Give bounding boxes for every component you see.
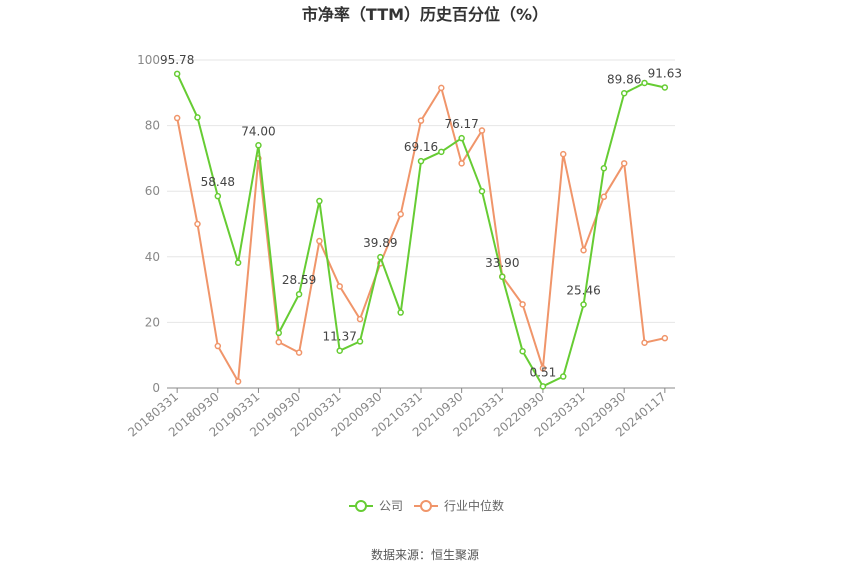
data-label: 25.46 <box>566 283 600 297</box>
y-tick-label: 80 <box>145 119 160 133</box>
legend[interactable]: 公司 行业中位数 <box>349 498 504 513</box>
series-point-0 <box>417 157 425 165</box>
data-label: 0.51 <box>530 365 557 379</box>
series-point-1 <box>214 342 222 350</box>
series-point-0 <box>397 309 404 316</box>
legend-marker <box>355 500 367 512</box>
series-point-0 <box>600 164 608 172</box>
data-label: 33.90 <box>485 256 519 270</box>
series-point-0 <box>275 329 283 337</box>
series-point-1 <box>620 160 628 167</box>
data-label: 76.17 <box>444 117 478 131</box>
y-tick-label: 0 <box>152 381 160 395</box>
source-note: 数据来源：恒生聚源 <box>371 547 479 562</box>
series-point-1 <box>194 220 201 228</box>
series-point-0 <box>661 84 669 91</box>
series-point-1 <box>295 349 303 356</box>
data-labels: 95.78 58.48 74.00 28.59 11.37 39.89 69.16 76.17… <box>160 53 682 379</box>
series-point-1 <box>336 283 343 290</box>
series-point-0 <box>641 79 648 87</box>
series-point-0 <box>316 197 323 205</box>
data-label: 11.37 <box>323 330 357 344</box>
legend-item-1[interactable]: 行业中位数 <box>414 498 504 513</box>
series-point-0 <box>620 90 628 97</box>
series-point-1 <box>519 301 526 308</box>
series-point-0 <box>438 148 445 156</box>
series-point-1 <box>356 315 364 323</box>
series-point-0 <box>214 192 222 200</box>
data-label: 89.86 <box>607 72 641 86</box>
legend-label: 行业中位数 <box>444 498 504 513</box>
series-point-0 <box>559 373 567 380</box>
series-point-1 <box>600 193 608 201</box>
data-label: 39.89 <box>363 236 397 250</box>
legend-item-0[interactable]: 公司 <box>349 499 403 513</box>
series-point-0 <box>255 142 262 149</box>
series-point-0 <box>356 338 364 345</box>
legend-marker <box>420 500 432 512</box>
data-label: 69.16 <box>404 140 438 154</box>
y-tick-label: 100 <box>137 53 160 67</box>
series-point-0 <box>519 348 526 355</box>
series-point-0 <box>539 383 547 390</box>
data-label: 58.48 <box>201 175 235 189</box>
series-point-1 <box>539 365 547 372</box>
series-point-0 <box>458 134 465 142</box>
series-point-1 <box>173 114 181 122</box>
series-point-1 <box>559 150 567 158</box>
series-point-1 <box>478 127 486 134</box>
series-point-1 <box>438 84 445 92</box>
y-tick-label: 60 <box>145 184 160 198</box>
series-point-0 <box>234 259 242 266</box>
series-point-1 <box>641 339 648 346</box>
data-label: 91.63 <box>648 66 682 80</box>
series-layer <box>173 70 669 390</box>
series-point-1 <box>661 334 669 342</box>
series-point-0 <box>478 187 486 195</box>
series-point-0 <box>173 70 181 78</box>
series-point-0 <box>194 114 201 121</box>
series-point-1 <box>580 246 587 254</box>
data-label: 95.78 <box>160 53 194 67</box>
series-point-1 <box>458 160 465 167</box>
series-point-0 <box>377 253 384 261</box>
data-label: 74.00 <box>241 124 275 138</box>
series-point-1 <box>234 378 242 385</box>
y-tick-label: 20 <box>145 315 160 329</box>
series-point-0 <box>295 290 303 298</box>
series-point-0 <box>580 301 587 308</box>
legend-label: 公司 <box>379 499 403 513</box>
y-tick-label: 40 <box>145 250 160 264</box>
data-label: 28.59 <box>282 273 316 287</box>
series-point-1 <box>397 210 404 218</box>
series-point-1 <box>316 237 323 245</box>
chart-title: 市净率（TTM）历史百分位（%） <box>302 5 548 24</box>
series-point-1 <box>275 338 283 346</box>
series-point-0 <box>336 347 343 354</box>
series-point-0 <box>499 273 506 281</box>
series-point-1 <box>417 117 425 124</box>
